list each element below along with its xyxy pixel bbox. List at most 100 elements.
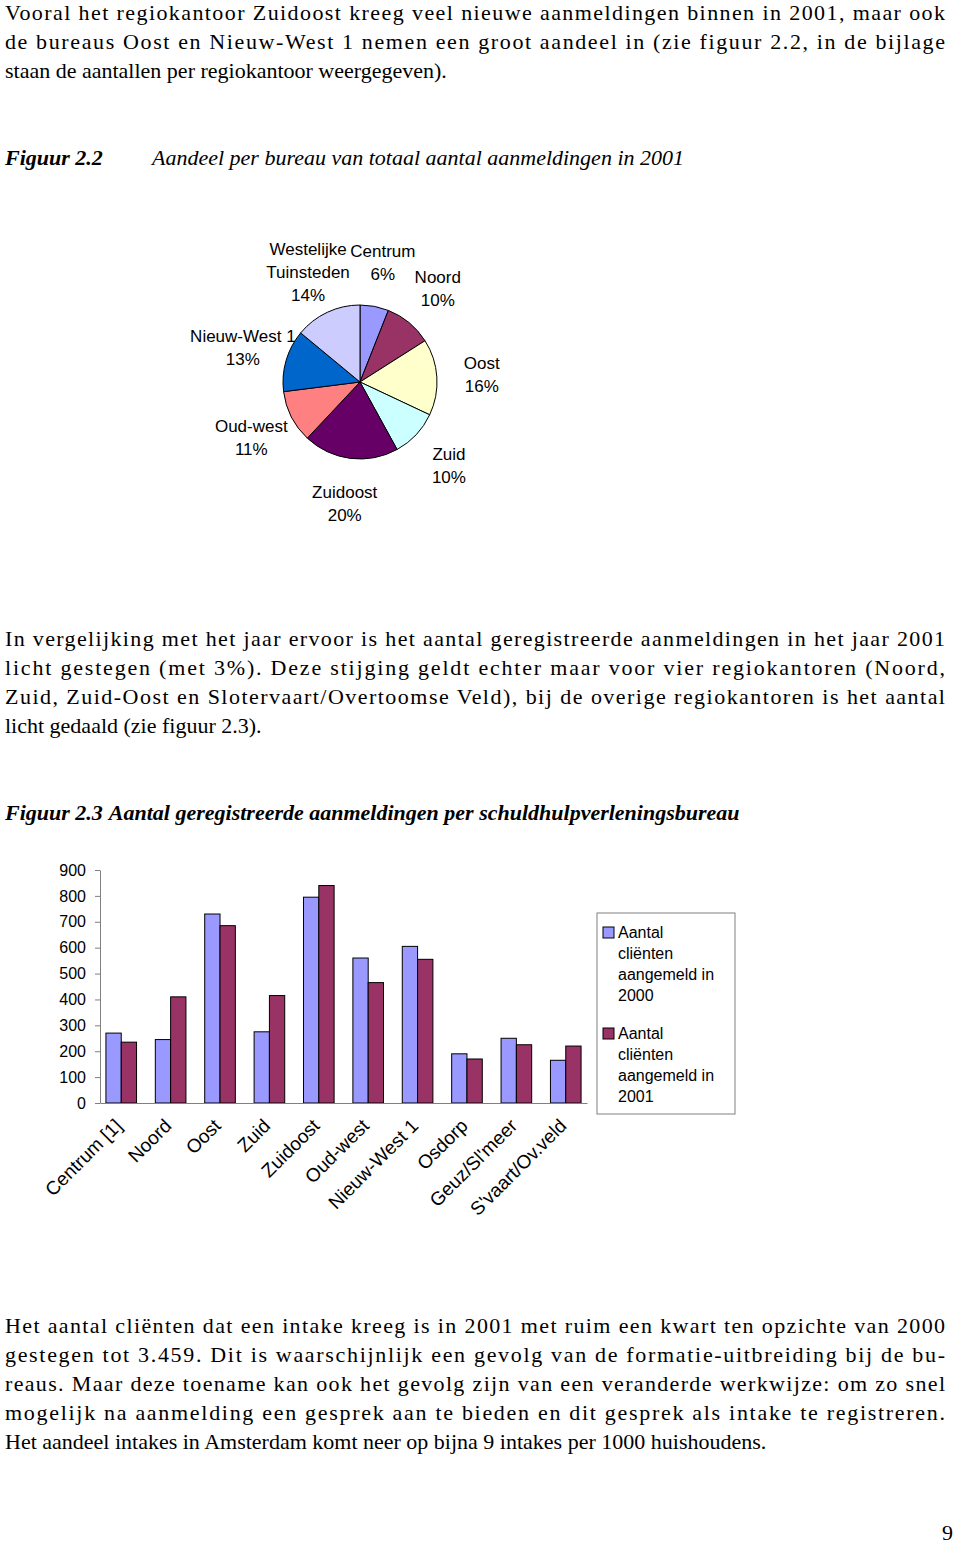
pie-value-label: 20% [328,506,362,525]
text-line: staan de aantallen per regiokantoor weer… [5,58,447,83]
text-line: mogelijk na aanmelding een gesprek aan t… [5,1400,945,1425]
legend-label: Aantalcliëntenaangemeld in2000 [618,924,714,1004]
y-tick-mark [95,922,100,923]
bar [155,1040,170,1103]
pie-value-label: 10% [432,468,466,487]
text-line: licht gedaald (zie figuur 2.3). [5,713,262,738]
pie-label: Centrum [350,242,415,261]
y-tick-label: 300 [59,1017,86,1034]
text-line: Zuid, Zuid-Oost en Slotervaart/Overtooms… [5,684,945,709]
pie-label: WestelijkeTuinsteden [266,240,349,282]
bar [566,1046,581,1103]
bar [121,1042,136,1103]
pie-label: Noord [415,267,461,286]
x-tick-label: Zuid [233,1115,274,1156]
bar [501,1038,516,1103]
y-tick: 0 [77,1095,100,1112]
legend: Aantalcliëntenaangemeld in2000 Aantalclië… [597,913,735,1114]
pie-value-label: 6% [371,265,396,284]
pie-slice [301,305,360,382]
pie-value-label: 11% [235,440,268,459]
y-tick-mark [95,870,100,871]
y-tick-mark [95,1025,100,1026]
bar [106,1033,121,1103]
pie-value-label: 13% [226,350,260,369]
bar [467,1059,482,1103]
bar [550,1060,565,1103]
pie-value-label: 14% [291,286,325,305]
text-line: Het aantal cliënten dat een intake kreeg… [5,1313,945,1338]
y-tick: 400 [59,991,100,1008]
page-number: 9 [942,1520,953,1545]
page: Vooral het regiokantoor Zuidoost kreeg v… [0,0,960,1550]
y-tick-label: 800 [59,888,86,905]
bar [452,1054,467,1103]
x-tick: Noord [124,1103,175,1166]
bars [106,886,581,1103]
bar [402,946,417,1103]
y-tick-label: 900 [59,862,86,879]
legend-swatch [603,1028,614,1039]
text-line: gestegen tot 3.459. Dit is waarschijnlij… [5,1342,945,1367]
bar [353,958,368,1103]
paragraph: In vergelijking met het jaar ervoor is h… [5,626,945,738]
pie-value-label: 10% [421,290,455,309]
y-tick-label: 500 [59,965,86,982]
bar [220,926,235,1103]
y-tick-mark [95,1051,100,1052]
paragraph: Het aantal cliënten dat een intake kreeg… [5,1313,945,1454]
chart-title: Aandeel per bureau van totaal aantal aan… [150,145,684,170]
pie-label: Zuidoost [312,483,377,502]
y-tick-label: 600 [59,939,86,956]
y-tick-mark [95,948,100,949]
background [0,0,960,1550]
y-tick: 200 [59,1043,100,1060]
x-tick: Centrum [1] [41,1103,126,1200]
text-line: de bureaus Oost en Nieuw-West 1 nemen ee… [5,29,945,54]
bar [418,959,433,1103]
x-tick: Nieuw-West 1 [324,1103,422,1213]
text-line: reaus. Maar deze toename kan ook het gev… [5,1371,945,1396]
figure-label: Figuur 2.3 [4,800,103,825]
x-tick-label: Noord [124,1115,175,1166]
y-tick: 100 [59,1069,100,1086]
chart-title: Aantal geregistreerde aanmeldingen per s… [107,800,740,825]
y-tick-mark [95,896,100,897]
y-tick-label: 200 [59,1043,86,1060]
x-tick: Geuz/Sl'meer [425,1103,521,1211]
pie-label: Oud-west [215,417,288,436]
bar [368,983,383,1103]
y-tick-label: 100 [59,1069,86,1086]
bar-series [121,886,581,1103]
legend-label: Aantalcliëntenaangemeld in2001 [618,1025,714,1105]
axis-line [100,871,101,1104]
figure-caption: Figuur 2.2 Aandeel per bureau van totaal … [4,145,684,170]
pie: Centrum6%Noord10%Oost16%Zuid10%Zuidoost2… [190,240,500,525]
pie-value-label: 16% [465,377,499,396]
bar [205,914,220,1103]
bar [254,1032,269,1103]
y-tick-mark [95,1103,100,1104]
figure-label: Figuur 2.2 [4,145,103,170]
x-tick-label: Oost [182,1114,226,1158]
bar [303,897,318,1103]
y-tick-label: 0 [77,1095,86,1112]
x-tick-label: Centrum [1] [41,1115,126,1200]
pie-label: Nieuw-West 1 [190,327,296,346]
y-tick-mark [95,999,100,1000]
bar-series [106,897,566,1103]
y-tick: 700 [59,913,100,930]
legend-box [597,913,735,1114]
bar [269,996,284,1103]
figure-caption: Figuur 2.3Aantal geregistreerde aanmeldi… [4,800,740,825]
pie-label: Oost [464,354,500,373]
x-axis: Centrum [1]NoordOostZuidZuidoostOud-west… [41,1103,587,1220]
y-tick-label: 700 [59,913,86,930]
y-tick: 500 [59,965,100,982]
text-line: Het aandeel intakes in Amsterdam komt ne… [5,1429,766,1454]
axis-line [101,1103,588,1104]
y-axis: 0 100 200 300 400 500 600 700 800 900 [59,862,100,1112]
text-line: Vooral het regiokantoor Zuidoost kreeg v… [5,0,945,25]
paragraph: Vooral het regiokantoor Zuidoost kreeg v… [5,0,945,83]
y-tick: 800 [59,888,100,905]
